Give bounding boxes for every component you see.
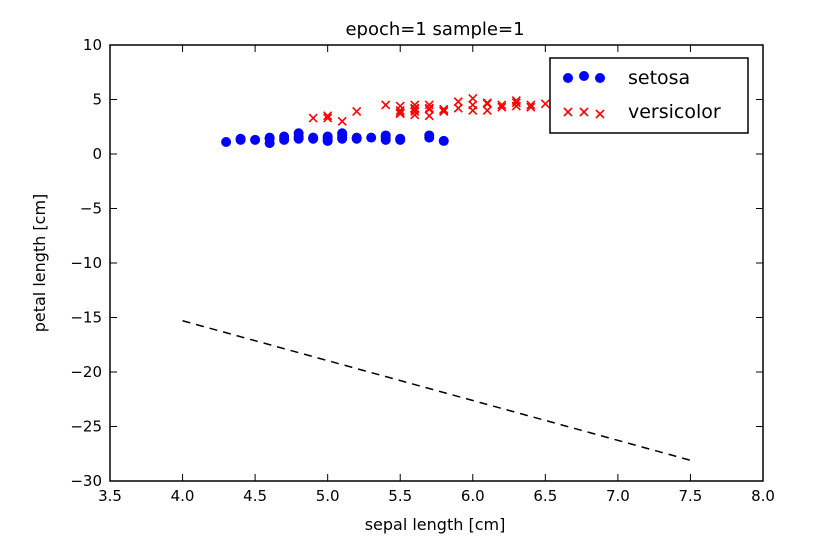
- x-axis-title: sepal length [cm]: [365, 515, 506, 534]
- versicolor-point: [453, 103, 463, 113]
- x-tick-label: 5.0: [316, 487, 340, 505]
- setosa-point: [395, 133, 406, 144]
- versicolor-point: [497, 102, 507, 112]
- legend-marker-setosa: [563, 73, 573, 83]
- y-tick-label: 5: [92, 91, 102, 109]
- chart-title: epoch=1 sample=1: [345, 19, 524, 40]
- versicolor-point: [497, 100, 507, 110]
- versicolor-point: [410, 106, 420, 117]
- setosa-point: [337, 128, 348, 139]
- decision-boundary-line: [182, 320, 691, 462]
- setosa-point: [264, 132, 275, 143]
- setosa-point: [250, 134, 261, 145]
- versicolor-point: [410, 100, 420, 110]
- y-tick-label: −25: [70, 418, 102, 436]
- setosa-point: [279, 131, 290, 142]
- versicolor-point: [323, 111, 333, 121]
- versicolor-point: [424, 100, 434, 110]
- x-tick-label: 8.0: [751, 487, 775, 505]
- legend-marker-versicolor: [579, 107, 589, 117]
- setosa-point: [351, 132, 362, 143]
- plot-area: [182, 93, 691, 462]
- legend-marker-versicolor: [563, 107, 573, 117]
- x-tick-label: 4.5: [243, 487, 267, 505]
- setosa-point: [438, 135, 449, 146]
- y-tick-label: 0: [92, 145, 102, 163]
- legend-marker-setosa: [595, 73, 605, 83]
- legend-label-versicolor: versicolor: [628, 101, 721, 123]
- versicolor-point: [308, 113, 318, 123]
- legend: setosa versicolor: [549, 57, 749, 134]
- legend-marker-setosa: [579, 71, 589, 81]
- setosa-point: [308, 132, 319, 143]
- versicolor-point: [540, 99, 550, 109]
- setosa-point: [293, 128, 304, 139]
- versicolor-point: [439, 104, 449, 114]
- versicolor-point: [410, 103, 420, 113]
- versicolor-point: [526, 102, 536, 112]
- versicolor-point: [323, 113, 333, 123]
- versicolor-point: [526, 100, 536, 110]
- setosa-point: [424, 130, 435, 141]
- x-tick-label: 7.5: [679, 487, 703, 505]
- legend-box: [549, 57, 749, 134]
- x-tick-label: 6.5: [533, 487, 557, 505]
- versicolor-point: [511, 96, 521, 106]
- versicolor-point: [352, 106, 362, 117]
- y-axis-title: petal length [cm]: [30, 194, 49, 333]
- setosa-point: [322, 131, 333, 142]
- setosa-point: [221, 137, 232, 148]
- versicolor-point: [337, 116, 347, 126]
- y-tick-label: 10: [83, 36, 102, 54]
- versicolor-point: [511, 98, 521, 108]
- y-tick-label: −15: [70, 309, 102, 327]
- versicolor-point: [395, 101, 405, 111]
- y-tick-label: −20: [70, 363, 102, 381]
- y-tick-label: −10: [70, 254, 102, 272]
- x-tick-label: 3.5: [98, 487, 122, 505]
- versicolor-point: [381, 100, 391, 110]
- x-tick-label: 4.0: [171, 487, 195, 505]
- versicolor-point: [395, 108, 405, 118]
- versicolor-point: [482, 98, 492, 108]
- legend-marker-versicolor: [595, 109, 605, 119]
- axes: 3.5 4.0 4.5 5.0 5.5 6.0 6.5 7.0 7.5 8.0 10 5 0 −5 −10 −…: [70, 36, 775, 505]
- versicolor-point: [424, 103, 434, 113]
- x-tick-label: 5.5: [388, 487, 412, 505]
- versicolor-point: [468, 100, 478, 110]
- x-tick-label: 7.0: [606, 487, 630, 505]
- setosa-point: [366, 132, 377, 143]
- y-tick-label: −30: [70, 472, 102, 490]
- legend-label-setosa: setosa: [628, 67, 690, 89]
- versicolor-point: [468, 93, 478, 103]
- versicolor-point: [482, 105, 492, 115]
- setosa-point: [235, 133, 246, 144]
- x-tick-label: 6.0: [461, 487, 485, 505]
- versicolor-point: [424, 111, 434, 121]
- y-tick-label: −5: [80, 200, 102, 218]
- setosa-point: [380, 130, 391, 141]
- versicolor-point: [453, 97, 463, 107]
